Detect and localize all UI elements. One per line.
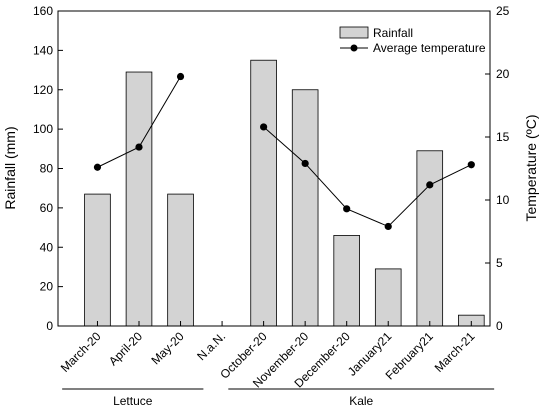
bar-rainfall xyxy=(250,59,277,327)
group-label: Lettuce xyxy=(113,394,153,408)
y2-tick-label: 0 xyxy=(496,319,503,333)
y-tick-label: 40 xyxy=(40,240,54,254)
legend-swatch-rainfall xyxy=(339,26,369,39)
x-tick-label: April-20 xyxy=(106,329,145,368)
legend-marker-temperature xyxy=(350,44,358,52)
y2-tick-label: 20 xyxy=(496,67,510,81)
group-label: Kale xyxy=(349,394,373,408)
y-tick-label: 80 xyxy=(40,162,54,176)
y-tick-label: 20 xyxy=(40,280,54,294)
temperature-line xyxy=(263,126,472,228)
temperature-point xyxy=(176,72,185,81)
bar-rainfall xyxy=(291,89,319,327)
y-tick-label: 0 xyxy=(46,319,53,333)
y-axis-title: Rainfall (mm) xyxy=(2,126,18,209)
x-tick-label: N.a.N. xyxy=(194,329,228,363)
temperature-point xyxy=(343,205,351,213)
bar-rainfall xyxy=(167,193,194,327)
y2-tick-label: 10 xyxy=(496,193,510,207)
legend: Rainfall Average temperature xyxy=(339,26,486,55)
temperature-point xyxy=(301,159,309,168)
temperature-point xyxy=(384,222,392,231)
y-tick-label: 120 xyxy=(33,83,53,97)
x-tick-label: March-20 xyxy=(58,329,104,375)
temperature-point xyxy=(467,161,475,169)
y2-tick-label: 15 xyxy=(496,130,510,144)
x-tick-label: March-21 xyxy=(432,329,478,375)
legend-label-temperature: Average temperature xyxy=(373,41,486,55)
bar-rainfall xyxy=(84,193,111,327)
bar-rainfall xyxy=(125,71,153,327)
temperature-point xyxy=(135,143,143,151)
x-tick-label: May-20 xyxy=(148,329,186,367)
legend-label-rainfall: Rainfall xyxy=(373,26,413,40)
bar-rainfall xyxy=(416,150,444,327)
y2-tick-label: 5 xyxy=(496,256,503,270)
y2-axis-title: Temperature (ºC) xyxy=(523,114,539,221)
y-tick-label: 60 xyxy=(40,201,54,215)
y-tick-label: 140 xyxy=(33,43,53,57)
bar-rainfall xyxy=(333,235,360,327)
temperature-point xyxy=(426,181,434,189)
temperature-point xyxy=(93,163,102,171)
y-tick-label: 160 xyxy=(33,4,53,18)
bar-rainfall xyxy=(374,268,402,327)
y2-tick-label: 25 xyxy=(496,4,510,18)
y-tick-label: 100 xyxy=(33,122,53,136)
temperature-point xyxy=(260,123,268,131)
